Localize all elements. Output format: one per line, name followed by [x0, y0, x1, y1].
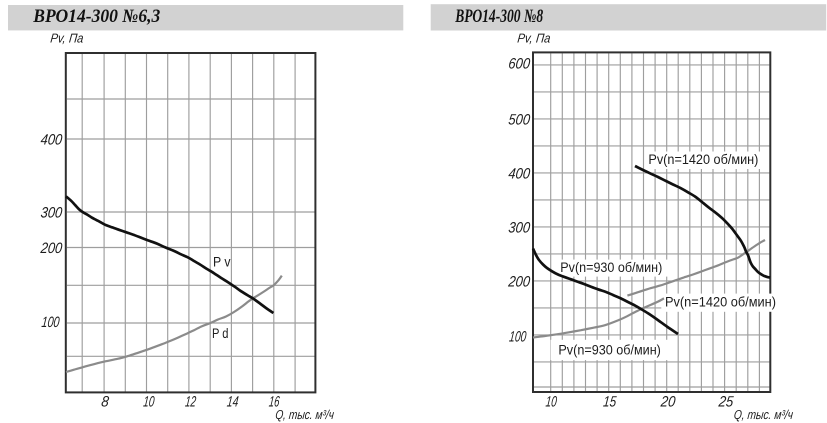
svg-text:100: 100: [508, 329, 527, 346]
svg-text:500: 500: [508, 112, 532, 129]
svg-text:200: 200: [39, 240, 64, 257]
svg-text:ВРО14-300 №6,3: ВРО14-300 №6,3: [32, 6, 160, 27]
svg-text:200: 200: [507, 274, 532, 291]
svg-text:Pv(n=1420 об/мин): Pv(n=1420 об/мин): [665, 295, 776, 310]
svg-text:Pv, Па: Pv, Па: [517, 31, 552, 46]
svg-text:16: 16: [268, 394, 281, 411]
svg-text:15: 15: [602, 393, 617, 410]
svg-text:100: 100: [41, 314, 61, 331]
svg-text:Pv, Па: Pv, Па: [50, 31, 85, 46]
svg-text:P v: P v: [213, 255, 231, 270]
svg-text:Pv(n=930 об/мин): Pv(n=930 об/мин): [558, 343, 661, 358]
svg-text:400: 400: [508, 166, 532, 183]
svg-text:Q, тыс. м³/ч: Q, тыс. м³/ч: [733, 407, 794, 422]
svg-text:P d: P d: [212, 326, 229, 341]
svg-text:ВРО14-300 №8: ВРО14-300 №8: [454, 6, 543, 27]
svg-text:8: 8: [100, 394, 110, 411]
svg-text:10: 10: [142, 394, 155, 411]
svg-text:300: 300: [40, 205, 64, 222]
svg-text:12: 12: [184, 394, 197, 411]
svg-text:Pv(n=930 об/мин): Pv(n=930 об/мин): [560, 260, 662, 275]
svg-text:400: 400: [40, 132, 64, 149]
svg-text:600: 600: [508, 56, 532, 73]
svg-text:10: 10: [545, 393, 558, 410]
svg-text:25: 25: [717, 393, 735, 410]
svg-text:Q, тыс. м³/ч: Q, тыс. м³/ч: [275, 407, 335, 422]
svg-text:20: 20: [659, 393, 677, 410]
svg-text:300: 300: [508, 220, 532, 237]
svg-text:14: 14: [226, 394, 239, 411]
svg-text:Pv(n=1420 об/мин): Pv(n=1420 об/мин): [648, 152, 758, 167]
